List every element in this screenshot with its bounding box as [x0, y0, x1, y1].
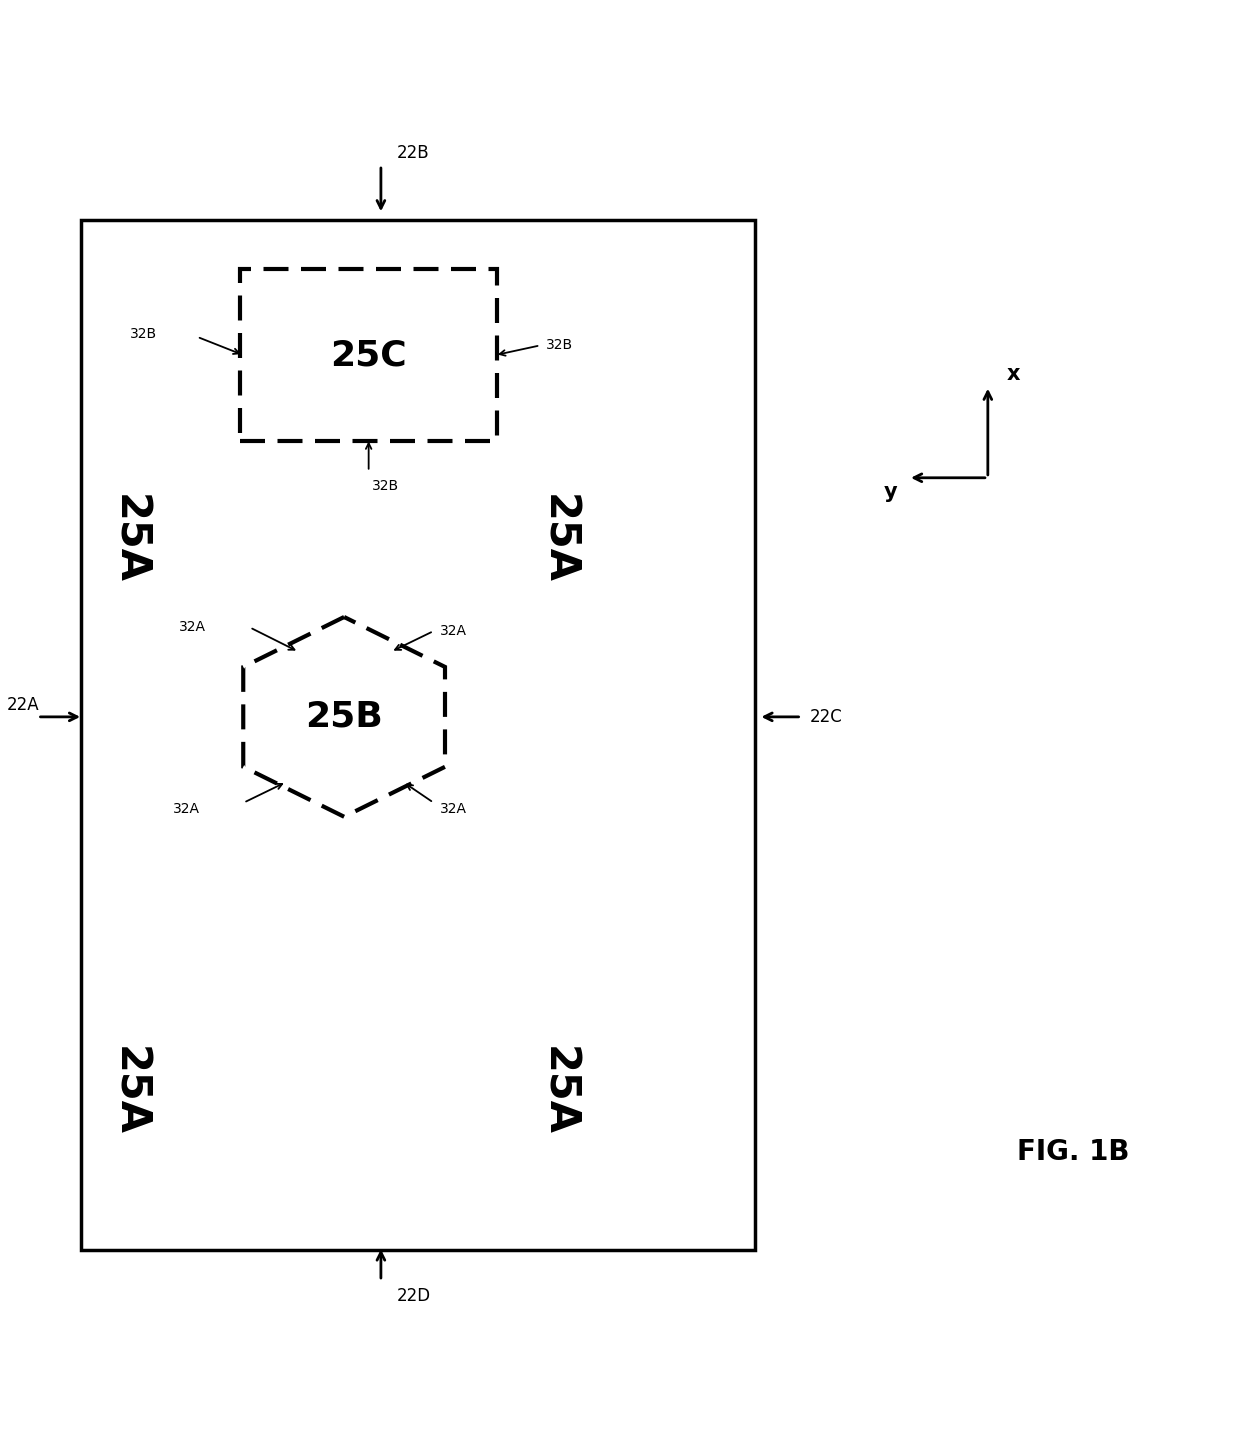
Text: FIG. 1B: FIG. 1B [1017, 1138, 1130, 1165]
Bar [239, 269, 497, 441]
Text: 25A: 25A [538, 1045, 579, 1137]
Text: 32B: 32B [372, 480, 399, 493]
Text: 25A: 25A [538, 495, 579, 584]
Text: 22C: 22C [810, 709, 843, 726]
Text: x: x [1006, 363, 1019, 383]
Text: 22A: 22A [7, 696, 40, 714]
Text: 25A: 25A [109, 495, 150, 584]
Text: y: y [884, 483, 898, 503]
Text: 32A: 32A [440, 803, 466, 816]
Text: 25C: 25C [330, 338, 407, 372]
Polygon shape [243, 617, 445, 817]
Text: 32B: 32B [547, 338, 574, 353]
Text: 22D: 22D [397, 1287, 432, 1304]
Text: 32A: 32A [440, 625, 466, 638]
Text: 32A: 32A [179, 620, 206, 635]
Text: 25B: 25B [305, 700, 383, 735]
Bar [81, 220, 755, 1251]
Text: 25A: 25A [109, 1045, 150, 1137]
Text: 32A: 32A [172, 803, 200, 816]
Text: 22B: 22B [397, 143, 429, 162]
Text: 32B: 32B [129, 327, 156, 341]
